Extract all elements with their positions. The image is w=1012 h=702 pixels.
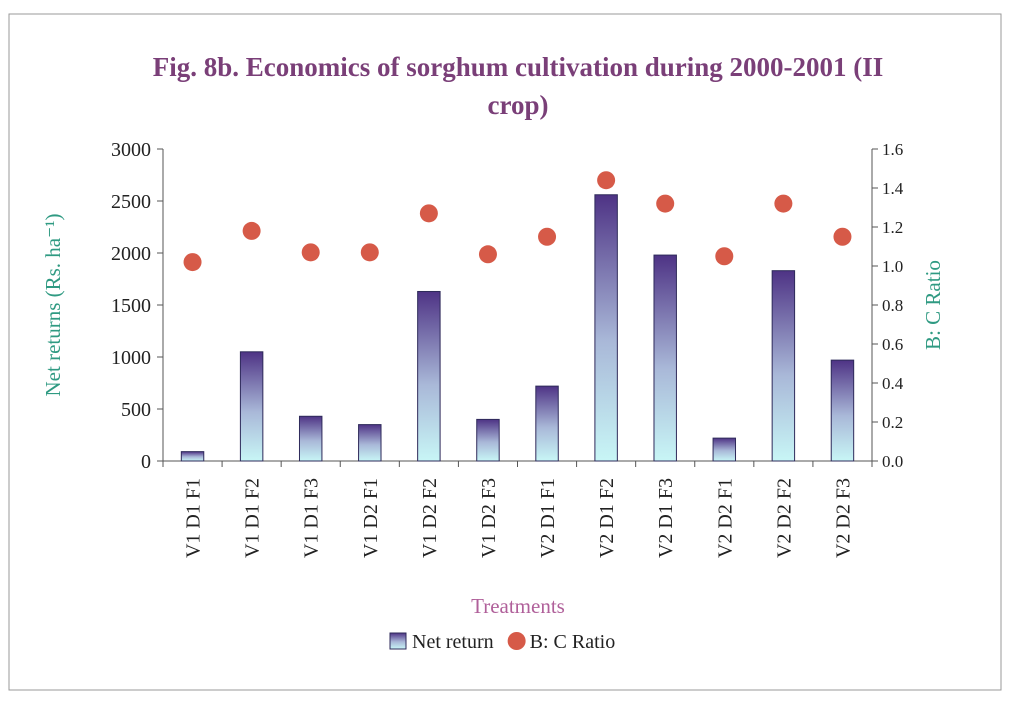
legend-label: Net return (412, 631, 494, 653)
y-tick-label: 1500 (111, 295, 151, 317)
bar (771, 270, 796, 462)
x-tick-label: V2 D1 F2 (596, 478, 618, 558)
y2-tick-label: 1.4 (882, 179, 904, 198)
x-tick-label: V2 D1 F3 (655, 478, 677, 558)
dot (478, 245, 497, 264)
y2-axis-label: B: C Ratio (921, 260, 945, 350)
x-axis-label: Treatments (471, 594, 565, 618)
y-tick-label: 2500 (111, 191, 151, 213)
bar (653, 254, 677, 462)
y-axis-label: Net returns (Rs. ha⁻¹) (41, 213, 65, 396)
bar (712, 437, 737, 462)
x-tick-label: V2 D2 F1 (714, 478, 736, 558)
x-tick-label: V2 D2 F2 (773, 478, 795, 558)
legend-swatch (507, 632, 526, 650)
dot (242, 221, 261, 240)
y2-tick-label: 0.6 (882, 335, 903, 354)
y-tick-label: 2000 (111, 243, 151, 265)
y-tick-label: 0 (141, 451, 151, 473)
dot (597, 171, 616, 190)
bar (830, 359, 855, 462)
x-tick-label: V1 D2 F2 (419, 478, 441, 558)
x-tick-label: V2 D1 F1 (537, 478, 559, 558)
x-tick-label: V1 D2 F3 (478, 478, 500, 558)
x-tick-label: V1 D1 F2 (242, 478, 264, 558)
legend-swatch (389, 632, 407, 650)
bar (594, 194, 618, 462)
y2-tick-label: 0.0 (882, 452, 903, 471)
bar (476, 418, 500, 462)
dot (183, 253, 202, 272)
dot (656, 194, 675, 213)
dot (360, 243, 379, 262)
x-tick-label: V1 D2 F1 (360, 478, 382, 558)
y2-tick-label: 0.2 (882, 413, 903, 432)
bar (239, 351, 264, 462)
x-tick-label: V1 D1 F3 (301, 478, 323, 558)
bar (298, 415, 323, 462)
frame (8, 13, 1002, 691)
y2-tick-label: 0.4 (882, 374, 904, 393)
x-tick-label: V1 D1 F1 (183, 478, 205, 558)
dot (301, 243, 320, 262)
legend-label: B: C Ratio (530, 631, 616, 653)
y-tick-label: 3000 (111, 139, 151, 161)
dot (419, 204, 438, 223)
bar (358, 424, 382, 462)
y2-tick-label: 1.2 (882, 218, 903, 237)
dot (833, 227, 852, 246)
y2-tick-label: 1.6 (882, 140, 903, 159)
y-tick-label: 1000 (111, 347, 151, 369)
y-tick-label: 500 (121, 399, 151, 421)
dot (538, 227, 557, 246)
chart-title: Fig. 8b. Economics of sorghum cultivatio… (152, 52, 884, 120)
bar (535, 385, 559, 462)
dot (715, 247, 734, 266)
bar (180, 451, 205, 462)
y2-tick-label: 1.0 (882, 257, 903, 276)
y2-tick-label: 0.8 (882, 296, 903, 315)
dot (774, 194, 793, 213)
bar (417, 290, 441, 462)
x-tick-label: V2 D2 F3 (832, 478, 854, 558)
